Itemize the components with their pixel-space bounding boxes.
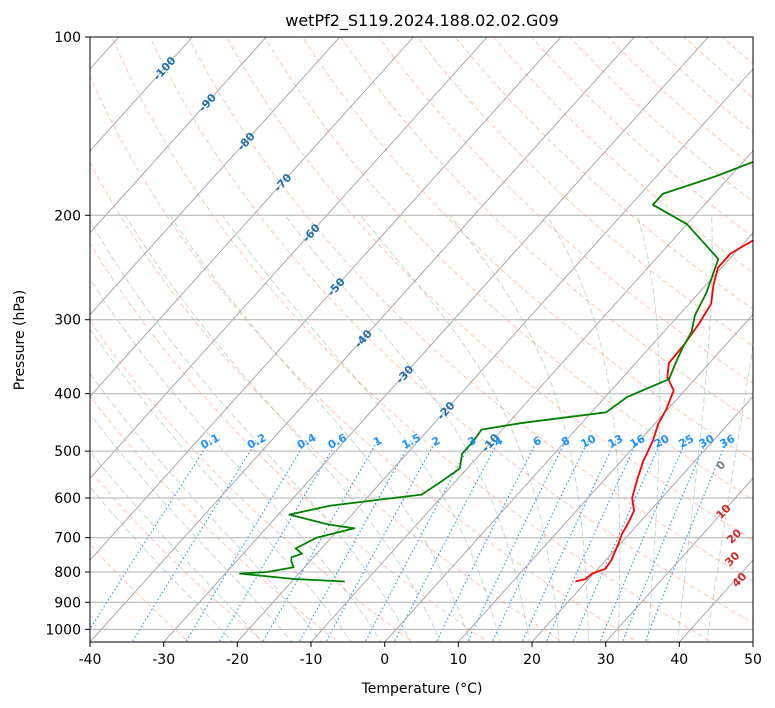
moist-adiabat-line — [221, 215, 501, 642]
isotherm-line — [531, 395, 753, 642]
mixing-ratio-label: 36 — [718, 432, 738, 451]
moist-adiabat-line — [546, 215, 621, 642]
mixing-ratio-line — [572, 440, 663, 642]
plot-grid — [90, 37, 753, 642]
x-tick-label: 50 — [744, 652, 762, 668]
y-axis-label: Pressure (hPa) — [12, 290, 28, 390]
isotherm-line — [163, 37, 709, 642]
mixing-ratio-label: 10 — [579, 432, 599, 451]
mixing-ratio-label: 13 — [606, 432, 626, 451]
mixing-ratio-line — [131, 440, 258, 642]
y-tick-label: 100 — [54, 30, 81, 46]
mixing-ratio-line — [90, 440, 211, 630]
mixing-ratio-line — [218, 440, 338, 642]
mixing-ratio-label: 16 — [628, 432, 648, 451]
isotherm-line — [90, 37, 488, 480]
mixing-ratio-line — [599, 440, 687, 642]
dewpoint-profile-line — [239, 160, 753, 583]
dry-adiabat-line — [90, 320, 414, 642]
dry-adiabat-line — [187, 37, 753, 582]
isotherm-line — [90, 37, 267, 234]
x-tick-label: -10 — [300, 652, 323, 668]
moist-adiabat-line — [676, 215, 713, 642]
moist-adiabat-line — [90, 451, 264, 642]
moist-adiabat-line — [90, 413, 293, 642]
moist-adiabat-line — [284, 214, 530, 642]
mixing-ratio-label: 25 — [676, 432, 696, 451]
x-tick-label: 40 — [670, 652, 688, 668]
isotherm-line — [457, 313, 753, 642]
dry-adiabat-line — [378, 37, 753, 385]
x-tick-label: -40 — [79, 652, 102, 668]
moist-adiabat-line — [360, 214, 560, 642]
dry-adiabat-line — [340, 37, 753, 423]
moist-adiabat-line — [706, 342, 753, 642]
isotherm-line — [384, 232, 753, 642]
y-tick-label: 1000 — [45, 622, 81, 638]
isotherm-line — [90, 37, 562, 561]
isotherm-line — [90, 37, 193, 152]
moist-adiabat-line — [90, 328, 352, 642]
mixing-ratio-line — [262, 440, 379, 642]
y-tick-label: 200 — [54, 208, 81, 224]
isotherm-line — [90, 37, 341, 316]
dry-adiabat-line — [263, 37, 753, 501]
mixing-ratio-line — [393, 440, 500, 642]
mixing-ratio-label: 20 — [652, 432, 672, 451]
x-tick-label: 0 — [380, 652, 389, 668]
x-tick-label: 20 — [523, 652, 541, 668]
plot-frame — [89, 36, 754, 643]
isotherm-line — [90, 37, 635, 642]
mixing-ratio-line — [521, 440, 616, 642]
chart-title: wetPf2_S119.2024.188.02.02.G09 — [285, 11, 559, 31]
y-tick-label: 600 — [54, 491, 81, 507]
moist-adiabat-line — [169, 215, 471, 642]
isotherm-line — [90, 37, 414, 398]
y-tick-label: 700 — [54, 531, 81, 547]
y-tick-label: 800 — [54, 565, 81, 581]
moist-adiabat-line — [90, 372, 323, 642]
x-tick-label: -30 — [152, 652, 175, 668]
x-tick-label: -20 — [226, 652, 249, 668]
mixing-ratio-line — [325, 440, 437, 642]
mixing-ratio-line — [644, 440, 728, 642]
moist-adiabat-line — [90, 219, 412, 642]
mixing-ratio-line — [185, 440, 308, 642]
axes: -40 -30 -20 -10 0 10 20 30 40 50 100 200 300 400 500 60… — [45, 30, 762, 668]
x-axis-label: Temperature (°C) — [361, 681, 483, 697]
y-tick-label: 900 — [54, 595, 81, 611]
isotherm-line — [236, 68, 753, 642]
mixing-ratio-line — [621, 440, 708, 642]
moist-adiabat-line — [124, 215, 441, 642]
x-tick-label: 10 — [449, 652, 467, 668]
plot-curves — [239, 160, 753, 583]
isotherm-line — [310, 150, 753, 642]
mixing-ratio-line — [364, 440, 473, 642]
moist-adiabat-line — [636, 215, 661, 642]
mixing-ratio-line — [298, 440, 412, 642]
y-tick-label: 500 — [54, 444, 81, 460]
mixing-ratio-label: 30 — [697, 432, 717, 451]
mixing-ratio-line — [491, 440, 589, 642]
isotherm-line — [605, 477, 753, 642]
y-tick-label: 400 — [54, 387, 81, 403]
y-tick-label: 300 — [54, 313, 81, 329]
x-tick-label: 30 — [597, 652, 615, 668]
moist-adiabat-line — [90, 486, 234, 642]
